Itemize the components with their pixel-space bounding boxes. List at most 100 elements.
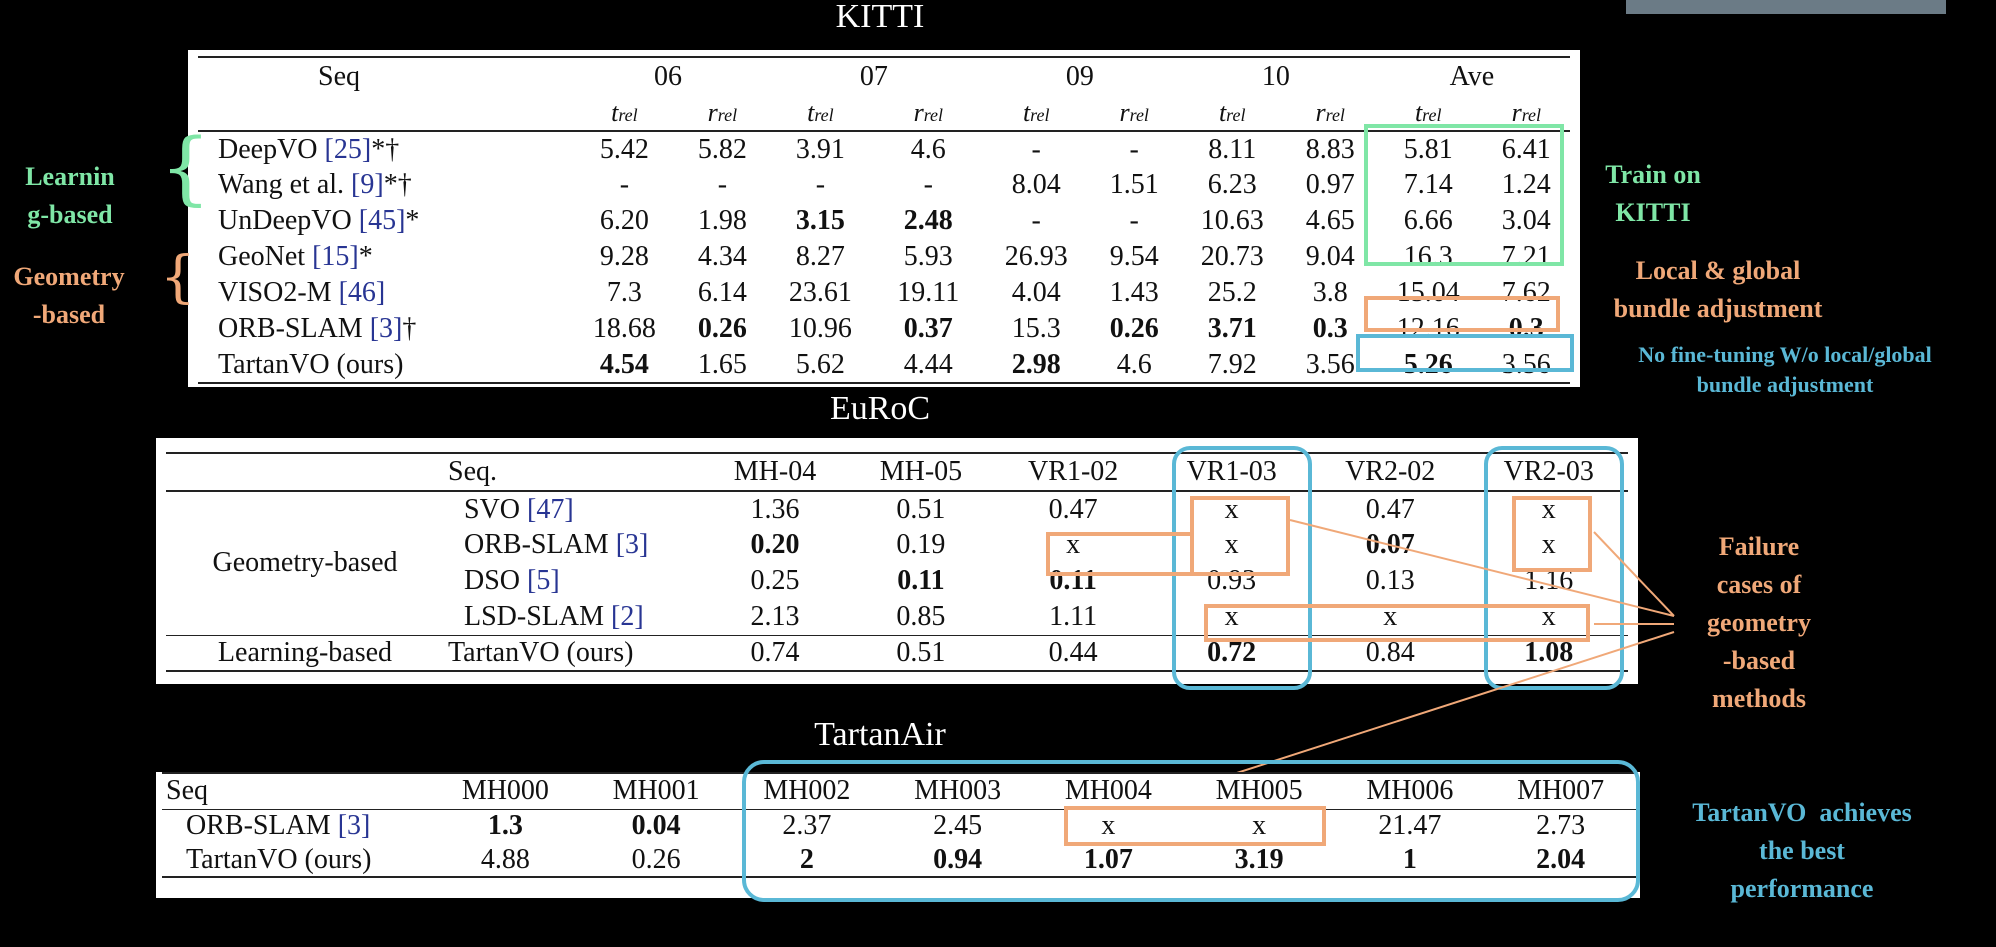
table-cell: 4.54	[599, 348, 649, 380]
tartanair-col-header: MH004	[1064, 775, 1152, 807]
table-cell: 19.11	[897, 277, 960, 308]
table-cell: 0.26	[1109, 313, 1159, 344]
euroc-col-header: VR2-02	[1345, 456, 1436, 487]
tartanair-col-header: MH003	[914, 775, 1002, 807]
table-cell: 3.56	[1305, 348, 1355, 380]
table-cell: 4.6	[1116, 348, 1152, 380]
failure-cases-label: Failure cases of geometry -based methods	[1707, 532, 1811, 713]
table-cell: 0.85	[896, 600, 946, 632]
table-cell: 2.13	[750, 600, 800, 632]
table-cell: 3.56	[1501, 348, 1551, 380]
method-marker: *	[405, 205, 420, 236]
table-cell: -	[619, 169, 630, 200]
table-cell: 0.11	[1049, 565, 1097, 596]
table-cell: 4.44	[903, 348, 953, 380]
table-cell: 2.04	[1536, 843, 1586, 875]
table-cell: 1.43	[1109, 277, 1159, 308]
kitti-sub-spacer	[198, 95, 570, 131]
arrow-line	[1593, 531, 1675, 617]
table-cell: 0.26	[631, 843, 681, 875]
best-performance-label: TartanVO achieves the best performance	[1692, 798, 1912, 903]
local-global-ba-label: Local & global bundle adjustment	[1613, 256, 1823, 323]
orb-vr1-02-failure-box	[1046, 532, 1194, 576]
table-cell: 6.41	[1501, 133, 1551, 165]
table-cell: x	[1541, 493, 1556, 525]
group-label: Learning-based	[217, 636, 393, 668]
table-cell: 2.98	[1011, 348, 1061, 380]
table-cell: 8.83	[1305, 133, 1355, 165]
table-cell: -	[815, 169, 826, 200]
table-cell: 1.11	[1049, 600, 1098, 632]
table-cell: 25.2	[1207, 277, 1257, 308]
tartanair-col-header: MH002	[763, 775, 851, 807]
table-row: DeepVO [25]*† 5.42 5.82 3.91 4.6 - - 8.11 8.83 5.…	[198, 131, 1570, 167]
kitti-table-panel: Seq 06 07 09 10 Ave trel rrel trel rrel trel…	[188, 50, 1580, 387]
table-cell: 5.26	[1403, 348, 1453, 380]
citation-ref: [46]	[338, 277, 386, 308]
table-cell: 0.44	[1048, 636, 1098, 668]
geometry-brace: {	[160, 245, 196, 310]
euroc-seq-header: Seq.	[448, 456, 497, 487]
citation-ref: [2]	[611, 600, 644, 632]
table-row: VISO2-M [46] 7.3 6.14 23.61 19.11 4.04 1.43 25.…	[198, 275, 1570, 311]
euroc-title: EuRoC	[829, 390, 931, 427]
tartanair-col-header: MH001	[612, 775, 700, 807]
kitti-group-header: 06	[654, 60, 682, 92]
metric-header: trel	[807, 97, 834, 127]
metric-header: rrel	[913, 97, 944, 127]
orb-tartanair-failure-box	[1064, 806, 1326, 846]
tartanair-col-header: MH007	[1517, 775, 1605, 807]
metric-header: rrel	[1119, 97, 1149, 127]
citation-ref: [15]	[312, 241, 359, 272]
table-cell: 1.65	[697, 348, 747, 380]
method-name: GeoNet [15]*	[198, 239, 570, 275]
table-cell: 7.21	[1501, 241, 1551, 272]
table-cell: 10.63	[1200, 205, 1264, 236]
table-cell: 23.61	[788, 277, 852, 308]
euroc-col-header: VR2-03	[1503, 456, 1594, 487]
table-cell: 0.47	[1048, 493, 1098, 525]
table-cell: 7.62	[1501, 277, 1551, 308]
table-cell: 0.25	[750, 565, 800, 596]
table-cell: x	[1541, 600, 1556, 632]
table-row: ORB-SLAM [3] 0.20 0.19 x x 0.07 x	[166, 527, 1628, 563]
table-row: DSO [5] 0.25 0.11 0.11 0.93 0.13 1.16	[166, 563, 1628, 599]
table-cell: 9.54	[1109, 241, 1159, 272]
kitti-group-header: 07	[859, 60, 888, 92]
kitti-title: KITTI	[835, 0, 925, 35]
metric-header: trel	[1414, 97, 1442, 127]
table-cell: -	[923, 169, 933, 200]
table-row: UnDeepVO [45]* 6.20 1.98 3.15 2.48 - - 10.63 4.6…	[198, 203, 1570, 239]
vr2-03-failure-box	[1512, 496, 1592, 572]
citation-ref: [3]	[337, 810, 371, 842]
table-cell: 4.6	[910, 133, 946, 165]
tartanair-table: Seq MH000 MH001 MH002 MH003 MH004 MH005 …	[162, 772, 1636, 878]
tartanair-seq-header: Seq	[166, 775, 208, 807]
learning-based-label: Learnin g-based	[25, 162, 115, 229]
tartanair-title: TartanAir	[814, 716, 946, 753]
best-performance-box	[742, 760, 1640, 902]
table-cell: 4.34	[697, 241, 747, 272]
metric-header: rrel	[1511, 97, 1542, 127]
table-row: TartanVO (ours) 4.88 0.26 2 0.94 1.07 3.19 1 2.0…	[162, 843, 1636, 877]
table-cell: -	[1031, 133, 1041, 165]
ba-highlight-box	[1364, 296, 1560, 332]
no-finetune-highlight-box	[1356, 334, 1574, 372]
method-label: TartanVO (ours)	[186, 843, 372, 875]
metric-header: rrel	[1315, 97, 1345, 127]
table-cell: -	[1129, 205, 1139, 236]
table-cell: 7.92	[1207, 348, 1257, 380]
table-cell: 1	[1402, 843, 1417, 875]
table-cell: 7.3	[606, 277, 642, 308]
table-cell: 3.91	[795, 133, 845, 165]
table-cell: 0.11	[897, 565, 945, 596]
webcam-thumbnail	[1626, 0, 1946, 14]
table-cell: 0.13	[1365, 565, 1415, 596]
table-cell: 5.62	[795, 348, 845, 380]
method-label: TartanVO (ours)	[448, 636, 634, 668]
table-row: Geometry-based SVO [47] 1.36 0.51 0.47 x 0.47 x	[166, 491, 1628, 579]
kitti-seq-header: Seq	[318, 60, 360, 92]
table-cell: 8.11	[1208, 133, 1257, 165]
table-cell: 15.04	[1396, 277, 1460, 308]
method-name: ORB-SLAM [3]	[444, 527, 702, 563]
